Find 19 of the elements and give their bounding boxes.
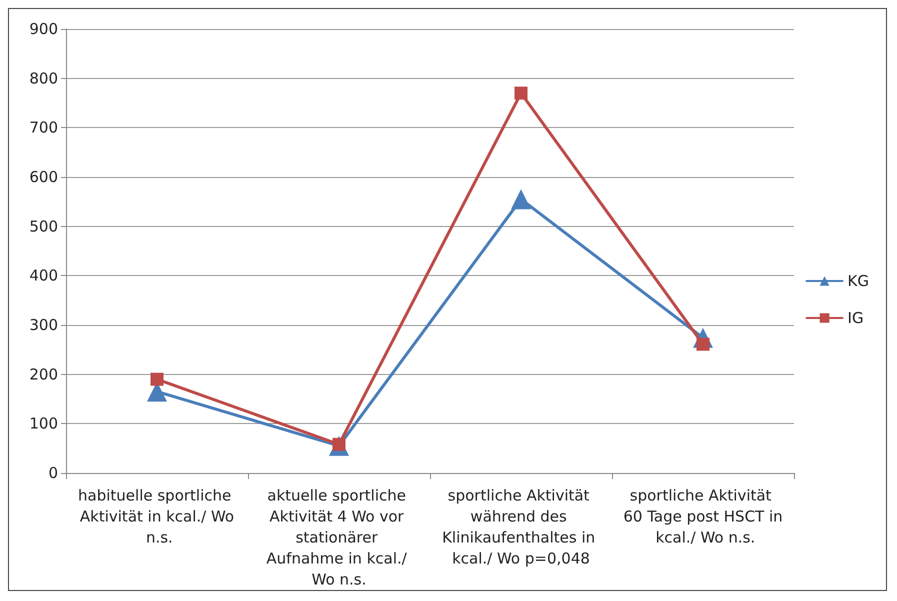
y-tick-label: 300 [29, 316, 58, 334]
point [150, 372, 164, 386]
y-tick-label: 0 [48, 464, 58, 482]
y-tick-label: 400 [29, 266, 58, 285]
y-tick-label: 100 [29, 414, 58, 433]
y-tick-label: 500 [29, 217, 58, 236]
y-tick-label: 700 [29, 118, 58, 137]
legend-label: IG [848, 309, 864, 327]
x-tick-label: aktuelle sportliche Aktivität 4 Wo vor stationärer Aufnahme in kcal./ Wo n.s. [266, 486, 412, 588]
legend-label: KG [848, 272, 870, 290]
y-tick-label: 800 [29, 69, 58, 88]
y-tick-label: 200 [29, 365, 58, 384]
x-tick-label: habituelle sportliche Aktivität in kcal./ Wo n.s. [78, 486, 236, 546]
x-tick-label: sportliche Aktivität 60 Tage post HSCT in kcal./ Wo n.s. [623, 486, 783, 546]
point [511, 189, 531, 210]
y-tick-label: 600 [29, 168, 58, 186]
x-tick-label: sportliche Aktivität während des Klinikaufenthaltes in kcal./ Wo p=0,048 [442, 486, 600, 568]
point [514, 86, 528, 100]
y-tick-label: 900 [29, 20, 58, 38]
